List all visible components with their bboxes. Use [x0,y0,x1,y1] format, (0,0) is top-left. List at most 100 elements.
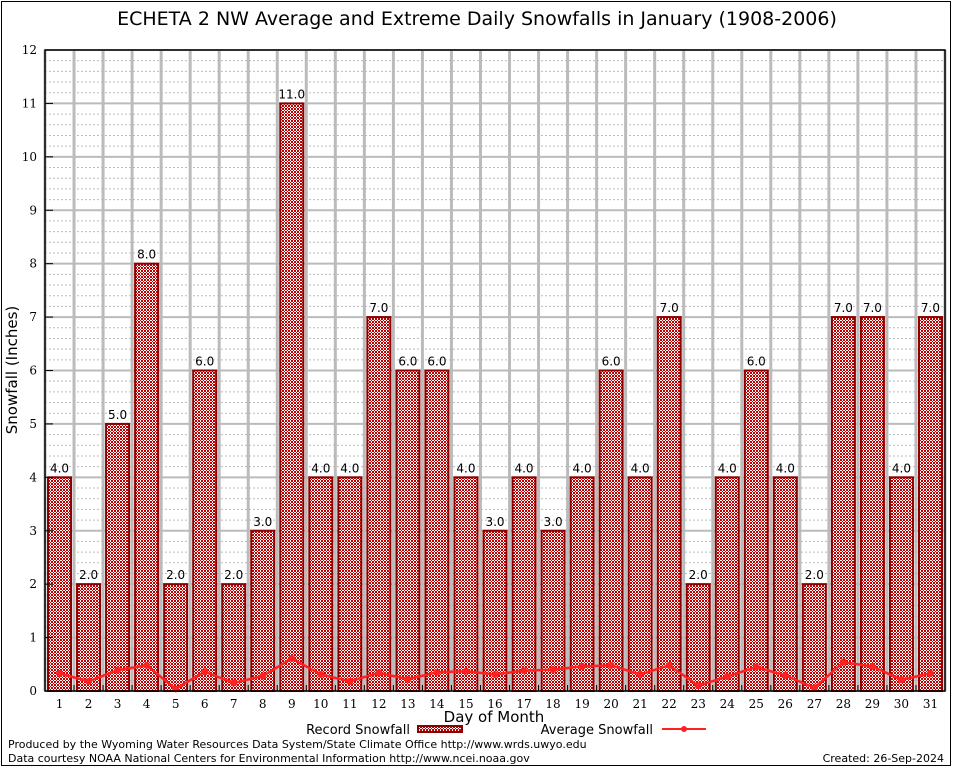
x-tick-label: 18 [545,697,560,711]
average-point-day-13 [404,675,412,683]
x-tick-label: 29 [865,697,880,711]
x-tick-label: 6 [201,697,209,711]
bar-day-23 [685,583,711,693]
legend-average-label: Average Snowfall [541,723,653,738]
average-point-day-22 [665,661,673,669]
y-tick-label: 8 [29,257,37,271]
bar-day-30 [888,476,914,693]
x-tick-label: 7 [230,697,238,711]
average-point-day-27 [810,684,818,692]
average-point-day-15 [462,667,470,675]
x-tick-label: 22 [662,697,677,711]
bar-day-25 [743,369,769,692]
bar-day-9 [279,102,305,692]
x-tick-label: 30 [894,697,909,711]
bar-day-5 [163,583,189,693]
bar-day-10 [308,476,334,693]
average-point-day-14 [433,668,441,676]
y-tick-label: 5 [29,417,37,431]
average-point-day-16 [491,670,499,678]
average-point-day-6 [201,668,209,676]
footer-producer: Produced by the Wyoming Water Resources … [8,738,587,751]
average-point-day-18 [549,666,557,674]
average-point-day-28 [839,658,847,666]
average-point-day-9 [288,654,296,662]
bar-data-label: 4.0 [892,461,911,475]
bar-day-20 [598,369,624,692]
bar-day-31 [917,316,943,692]
x-tick-label: 21 [633,697,648,711]
y-tick-label: 4 [29,470,37,484]
bar-day-6 [192,369,218,692]
x-tick-label: 27 [807,697,822,711]
average-point-day-25 [752,663,760,671]
bar-day-27 [801,583,827,693]
average-point-day-7 [230,679,238,687]
x-tick-label: 14 [429,697,445,711]
x-tick-label: 26 [778,697,793,711]
y-tick-label: 0 [29,684,37,698]
bar-data-label: 6.0 [602,355,621,369]
average-point-day-19 [578,662,586,670]
bar-data-label: 5.0 [108,408,127,422]
average-point-day-21 [636,670,644,678]
bar-day-17 [511,476,537,693]
x-tick-label: 11 [342,697,357,711]
x-tick-label: 12 [371,697,386,711]
bar-day-4 [134,262,160,692]
bar-day-26 [772,476,798,693]
bar-data-label: 6.0 [195,355,214,369]
bar-data-label: 3.0 [253,515,272,529]
bar-data-label: 6.0 [747,355,766,369]
bar-data-label: 7.0 [863,301,882,315]
bar-data-label: 4.0 [631,461,650,475]
legend-record-swatch [417,725,463,733]
bar-data-label: 8.0 [137,248,156,262]
average-point-day-8 [259,672,267,680]
bar-data-label: 4.0 [573,461,592,475]
bar-data-label: 4.0 [340,461,359,475]
x-axis-label: Day of Month [444,708,545,726]
bar-data-label: 4.0 [50,461,69,475]
y-tick-label: 3 [29,524,37,538]
y-tick-label: 7 [29,310,37,324]
y-tick-label: 12 [22,43,37,57]
bar-day-29 [859,316,885,692]
x-tick-label: 1 [56,697,64,711]
bar-data-label: 4.0 [514,461,533,475]
legend-record-label: Record Snowfall [306,723,410,738]
x-tick-label: 3 [114,697,122,711]
bar-day-19 [569,476,595,693]
x-tick-label: 16 [487,697,502,711]
bar-data-label: 4.0 [311,461,330,475]
x-tick-label: 15 [458,697,473,711]
bar-day-24 [714,476,740,693]
y-tick-label: 9 [29,203,37,217]
bar-data-label: 2.0 [689,568,708,582]
bar-data-label: 2.0 [79,568,98,582]
average-point-day-12 [375,669,383,677]
bar-day-12 [366,316,392,692]
average-point-day-31 [926,669,934,677]
average-point-day-26 [781,672,789,680]
x-tick-label: 4 [143,697,151,711]
y-tick-label: 10 [22,150,37,164]
x-tick-label: 31 [923,697,938,711]
average-point-day-1 [56,669,64,677]
average-point-day-23 [694,682,702,690]
bar-day-15 [453,476,479,693]
average-point-day-4 [143,661,151,669]
y-tick-label: 6 [29,364,37,378]
bar-day-21 [627,476,653,693]
x-tick-label: 9 [288,697,296,711]
y-tick-label: 2 [29,577,37,591]
x-tick-label: 5 [172,697,180,711]
bar-data-label: 7.0 [369,301,388,315]
x-tick-label: 2 [85,697,93,711]
bar-data-label: 4.0 [718,461,737,475]
average-point-day-3 [114,666,122,674]
footer-source: Data courtesy NOAA National Centers for … [8,752,530,765]
